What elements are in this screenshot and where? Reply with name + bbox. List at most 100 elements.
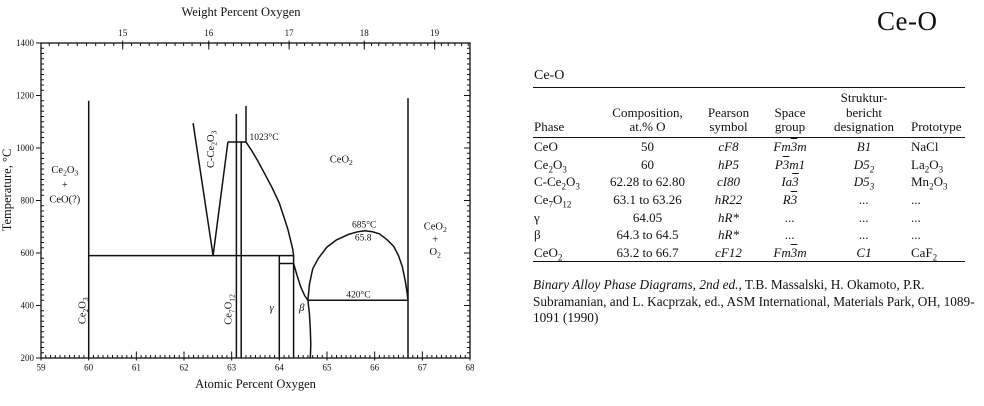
table-cell: 64.3 to 64.5 bbox=[616, 227, 679, 243]
table-cell: Fm3m bbox=[773, 139, 807, 155]
diagram-label: 1000 bbox=[16, 143, 35, 153]
diagram-label: 1023°C bbox=[250, 132, 279, 143]
column-header: Phase bbox=[533, 89, 595, 139]
plot-frame bbox=[40, 42, 471, 359]
diagram-label: 59 bbox=[37, 363, 47, 373]
table-cell: Ia3 bbox=[781, 174, 799, 190]
diagram-label: 1400 bbox=[16, 38, 35, 48]
table-cell: Mn2O3 bbox=[911, 174, 948, 192]
y-axis: 200 400 600 800 1000 1200 1400 Temperature, °C bbox=[0, 38, 470, 363]
table-cell: P3m1 bbox=[774, 156, 806, 172]
table-cell: CeO bbox=[534, 139, 558, 155]
citation-rest: T.B. Massalski, H. Okamoto, P.R. Subrama… bbox=[533, 277, 975, 326]
table-cell: CeO2 bbox=[533, 243, 595, 263]
table-cell: β bbox=[534, 227, 541, 243]
diagram-label: 1200 bbox=[16, 91, 35, 101]
diagram-label: 16 bbox=[204, 28, 214, 38]
diagram-label: Atomic Percent Oxygen bbox=[195, 377, 317, 391]
table-cell: ... bbox=[911, 209, 921, 225]
diagram-label: 19 bbox=[430, 28, 440, 38]
top-axis: 15 16 17 18 19 Weight Percent Oxygen bbox=[48, 5, 469, 50]
table-cell: ... bbox=[859, 191, 869, 207]
table-cell: 63.1 to 63.26 bbox=[613, 191, 682, 207]
miscibility-dome bbox=[307, 229, 409, 301]
diagram-label: 67 bbox=[418, 363, 428, 373]
table-cell: R3 bbox=[782, 191, 798, 207]
diagram-label: Temperature, °C bbox=[0, 149, 14, 232]
table-row: γ 64.05 hR*......... bbox=[533, 208, 965, 226]
table-cell: γ bbox=[534, 209, 540, 225]
citation-title: Binary Alloy Phase Diagrams, 2nd ed., bbox=[533, 277, 742, 293]
table-cell: Fm3m bbox=[757, 243, 823, 263]
table-cell: ... bbox=[785, 227, 795, 243]
table-cell: ... bbox=[911, 191, 921, 207]
C-Ce2O3-left-boundary bbox=[192, 122, 214, 256]
page-title: Ce-O bbox=[877, 6, 938, 36]
table-row: CeO2 63.2 to 66.7 cF12 Fm3m C1 CaF2 bbox=[533, 243, 965, 263]
diagram-label: 68 bbox=[466, 363, 476, 373]
structure-table-panel: Ce-O Phase Composition, at.% O Pearson sym… bbox=[533, 68, 965, 263]
diagram-label: 60 bbox=[84, 363, 94, 373]
table-cell: ... bbox=[911, 227, 921, 243]
diagram-label: O2 bbox=[430, 247, 442, 260]
phase-boundaries bbox=[87, 98, 409, 359]
diagram-label: 66 bbox=[370, 363, 380, 373]
table-cell: cF12 bbox=[700, 243, 757, 263]
column-header: Space group bbox=[757, 89, 823, 139]
diagram-label: 200 bbox=[21, 353, 35, 363]
diagram-label: Ce2O3 bbox=[77, 297, 90, 324]
table-row: Ce2O3 60 hP5 P3m1 D52 La2O3 bbox=[533, 156, 965, 174]
phase-table: Phase Composition, at.% O Pearson symbol Sp… bbox=[533, 89, 965, 263]
table-caption: Ce-O bbox=[533, 68, 965, 88]
diagram-label: + bbox=[432, 235, 438, 246]
diagram-label: 63 bbox=[227, 363, 237, 373]
table-cell: cI80 bbox=[716, 174, 741, 190]
diagram-label: CeO2 bbox=[424, 221, 447, 234]
table-row: C-Ce2O3 62.28 to 62.80 cI80 Ia3 D53 Mn2O3 bbox=[533, 173, 965, 191]
table-cell: 50 bbox=[641, 139, 654, 155]
diagram-label: 420°C bbox=[346, 290, 370, 301]
table-row: β 64.3 to 64.5 hR*......... bbox=[533, 226, 965, 244]
table-cell: CaF2 bbox=[905, 243, 965, 263]
diagram-label: 685°C bbox=[352, 220, 376, 231]
table-row: CeO 50 cF8 Fm3m B1 NaCl bbox=[533, 138, 965, 156]
table-header-row: Phase Composition, at.% O Pearson symbol Sp… bbox=[533, 89, 965, 139]
table-cell: Ce2O3 bbox=[534, 156, 567, 175]
table-cell: B1 bbox=[856, 139, 872, 155]
phase-diagram-svg: 59 60 61 62 63 64 65 66 67 68 Atomic Percent Oxyge… bbox=[0, 5, 476, 391]
phase-table-body: CeO 50 cF8 Fm3m B1 NaCl Ce2O3 60 hP5 P3m1 D52 La2O3… bbox=[533, 138, 965, 263]
table-cell: ... bbox=[859, 227, 869, 243]
table-cell: D52 bbox=[853, 156, 875, 175]
table-cell: ... bbox=[859, 209, 869, 225]
table-cell: Ce7O12 bbox=[534, 191, 572, 210]
table-cell: C-Ce2O3 bbox=[534, 174, 580, 192]
table-cell: 64.05 bbox=[632, 209, 663, 225]
diagram-label: β bbox=[298, 302, 305, 314]
diagram-label: 65 bbox=[323, 363, 333, 373]
column-header: Composition, at.% O bbox=[595, 89, 700, 139]
diagram-label: Weight Percent Oxygen bbox=[181, 5, 301, 19]
diagram-label: 600 bbox=[21, 248, 35, 258]
column-header: Prototype bbox=[905, 89, 965, 139]
diagram-label: CeO2 bbox=[330, 154, 353, 167]
table-cell: cF8 bbox=[718, 139, 739, 155]
table-cell: 63.2 to 66.7 bbox=[595, 243, 700, 263]
diagram-label: CeO(?) bbox=[49, 195, 80, 206]
table-cell: La2O3 bbox=[911, 156, 944, 175]
C-Ce2O3-right-boundary bbox=[212, 141, 229, 256]
table-row: Ce7O12 63.1 to 63.26 hR22 R3...... bbox=[533, 191, 965, 209]
diagram-label: C-Ce2O3 bbox=[206, 130, 219, 168]
diagram-label: γ bbox=[270, 302, 275, 314]
table-cell: hR22 bbox=[714, 191, 743, 207]
table-cell: ... bbox=[785, 209, 795, 225]
column-header: Pearson symbol bbox=[700, 89, 757, 139]
diagram-label: 800 bbox=[21, 196, 35, 206]
diagram-label: 62 bbox=[180, 363, 189, 373]
diagram-label: 400 bbox=[21, 301, 35, 311]
table-cell: hR* bbox=[718, 209, 739, 225]
phase-diagram-panel: 59 60 61 62 63 64 65 66 67 68 Atomic Percent Oxyge… bbox=[0, 0, 492, 401]
citation: Binary Alloy Phase Diagrams, 2nd ed., T.… bbox=[533, 277, 979, 327]
diagram-label: 18 bbox=[360, 28, 370, 38]
diagram-label: 17 bbox=[285, 28, 295, 38]
column-header: Struktur- bericht designation bbox=[823, 89, 905, 139]
